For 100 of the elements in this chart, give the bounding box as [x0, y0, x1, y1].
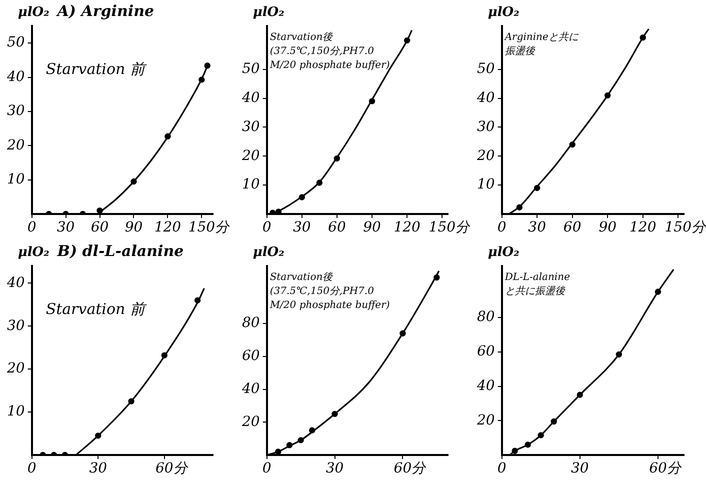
y-tick-label: 20 — [6, 360, 25, 377]
x-tick-label: 150 — [664, 220, 692, 236]
y-tick-label: 10 — [476, 176, 495, 193]
y-axis-title: μlO₂ — [18, 245, 50, 260]
point — [204, 62, 210, 69]
point — [576, 392, 583, 398]
annotation: M/20 phosphate buffer) — [268, 60, 390, 71]
y-tick-label: 10 — [6, 404, 25, 420]
y-tick-label: 40 — [476, 378, 495, 394]
y-tick-label: 20 — [476, 148, 495, 164]
point — [332, 410, 338, 418]
x-tick-label: 0 — [27, 460, 36, 477]
point — [128, 398, 134, 404]
annotation: Starvation 前 — [46, 300, 147, 318]
point — [286, 442, 293, 448]
point — [434, 274, 440, 281]
annotation: Starvation後 — [270, 271, 334, 283]
x-tick-label: 120 — [394, 220, 421, 236]
x-tick-label: 30 — [528, 220, 546, 236]
x-tick-label: 60 — [155, 460, 174, 477]
y-tick-label: 10 — [6, 171, 25, 188]
x-tick-label: 150 — [428, 220, 456, 236]
y-tick-label: 30 — [242, 118, 260, 135]
point — [524, 442, 531, 448]
point — [130, 178, 137, 185]
point — [516, 204, 523, 210]
y-axis-title: μlO₂ — [252, 245, 285, 260]
x-tick-label: 0 — [262, 460, 272, 477]
annotation: Starvation 前 — [46, 60, 147, 78]
point — [194, 297, 201, 304]
point — [400, 330, 406, 336]
annotation: 振盪後 — [504, 45, 536, 57]
x-tick-label: 60 — [563, 220, 582, 236]
point — [604, 92, 611, 99]
x-tick-label: 0 — [497, 220, 506, 236]
annotation: Starvation後 — [270, 31, 334, 43]
x-tick-label: 60 — [90, 220, 109, 236]
x-axis-title: 分 — [456, 220, 471, 236]
y-tick-label: 10 — [242, 176, 260, 193]
y-tick-label: 40 — [240, 380, 260, 397]
y-tick-label: 30 — [6, 318, 25, 334]
annotation: Arginineと共に — [504, 31, 580, 43]
point — [512, 448, 518, 454]
point — [309, 427, 316, 434]
x-tick-label: 0 — [497, 460, 506, 477]
point — [654, 288, 662, 295]
y-tick-label: 20 — [240, 148, 260, 164]
y-tick-label: 50 — [476, 61, 495, 78]
x-tick-label: 120 — [154, 220, 182, 236]
x-tick-label: 90 — [124, 220, 143, 236]
point — [316, 180, 323, 186]
point — [640, 34, 646, 41]
x-tick-label: 120 — [629, 220, 656, 236]
x-axis-title: 分 — [173, 460, 188, 477]
y-tick-label: 40 — [6, 68, 25, 85]
point — [96, 207, 103, 214]
annotation: (37.5℃,150分,PH7.0 — [270, 285, 375, 297]
y-tick-label: 20 — [476, 412, 495, 428]
x-tick-label: 30 — [570, 460, 589, 477]
point — [368, 98, 376, 104]
y-tick-label: 80 — [242, 315, 260, 332]
x-axis-title: 分 — [691, 220, 706, 236]
x-tick-label: 30 — [292, 220, 311, 236]
y-tick-label: 50 — [242, 61, 260, 78]
point — [164, 133, 171, 140]
point — [550, 418, 557, 425]
point — [534, 184, 540, 192]
y-tick-label: 40 — [240, 90, 260, 106]
y-tick-label: 80 — [476, 309, 495, 326]
point — [161, 352, 168, 358]
x-tick-label: 30 — [326, 460, 344, 477]
point — [298, 194, 305, 200]
y-axis-title: μlO₂ — [488, 245, 520, 260]
x-tick-label: 0 — [27, 220, 36, 236]
annotation: と共に振盪後 — [504, 285, 566, 297]
x-tick-label: 150 — [188, 220, 216, 236]
y-tick-label: 20 — [240, 414, 260, 430]
annotation: (37.5℃,150分,PH7.0 — [270, 45, 375, 57]
y-axis-title: μlO₂ — [18, 5, 50, 20]
point — [95, 432, 102, 439]
annotation: M/20 phosphate buffer) — [268, 300, 390, 311]
x-tick-label: 90 — [363, 220, 382, 236]
point — [569, 141, 576, 148]
x-axis-title: 分 — [215, 220, 230, 236]
y-tick-label: 40 — [6, 274, 25, 291]
y-tick-label: 40 — [476, 90, 495, 106]
y-tick-label: 60 — [242, 348, 260, 364]
y-axis-title: μlO₂ — [488, 5, 520, 20]
x-axis-title: 分 — [666, 460, 682, 477]
y-axis-title: μlO₂ — [252, 5, 285, 20]
point — [616, 351, 622, 358]
annotation: DL-L-alanine — [504, 272, 570, 283]
point — [404, 37, 410, 44]
point — [275, 208, 282, 214]
x-tick-label: 60 — [328, 220, 346, 236]
y-tick-label: 60 — [476, 344, 495, 360]
x-tick-label: 30 — [89, 460, 108, 477]
point — [538, 432, 544, 438]
chart-title: A) Arginine — [55, 2, 154, 20]
point — [298, 437, 304, 444]
